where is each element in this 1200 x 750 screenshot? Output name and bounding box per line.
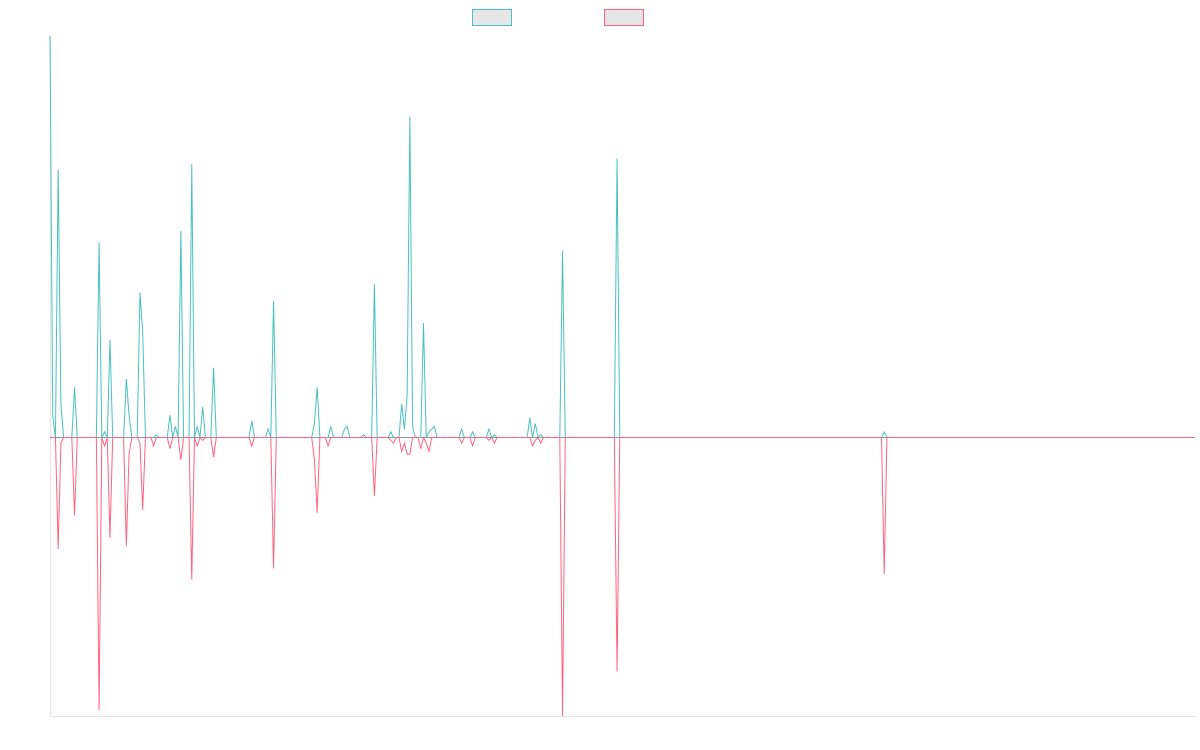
axes bbox=[50, 36, 1195, 717]
series-layer bbox=[49, 35, 1195, 717]
legend-swatch-series-b[interactable] bbox=[604, 9, 644, 26]
series-line-series-a bbox=[49, 35, 1195, 439]
legend-swatch-series-a[interactable] bbox=[472, 9, 512, 26]
series-line-series-b bbox=[50, 436, 1195, 717]
legend bbox=[472, 9, 644, 26]
